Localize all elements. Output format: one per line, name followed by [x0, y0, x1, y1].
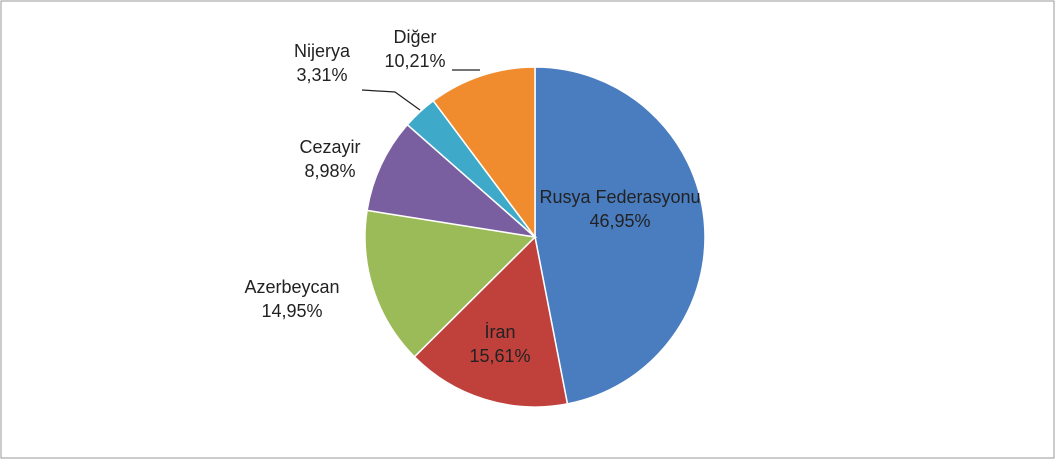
slice-value-label: 3,31% — [296, 65, 347, 85]
slice-value-label: 15,61% — [469, 346, 530, 366]
leader-line — [361, 89, 421, 111]
slice-value-label: 46,95% — [589, 211, 650, 231]
pie-slice — [432, 66, 536, 240]
slice-label: İran — [484, 322, 515, 342]
pie-slice — [366, 123, 538, 239]
slice-label: Diğer — [393, 27, 436, 47]
slice-label: Azerbeycan — [244, 277, 339, 297]
pie-slice — [534, 66, 706, 405]
pie-slice — [413, 235, 569, 408]
slice-value-label: 8,98% — [304, 161, 355, 181]
slice-value-label: 14,95% — [261, 301, 322, 321]
pie-slice — [364, 209, 537, 358]
slice-label: Cezayir — [299, 137, 360, 157]
slice-label: Nijerya — [294, 41, 351, 61]
slice-value-label: 10,21% — [384, 51, 445, 71]
slice-label: Rusya Federasyonu — [539, 187, 700, 207]
